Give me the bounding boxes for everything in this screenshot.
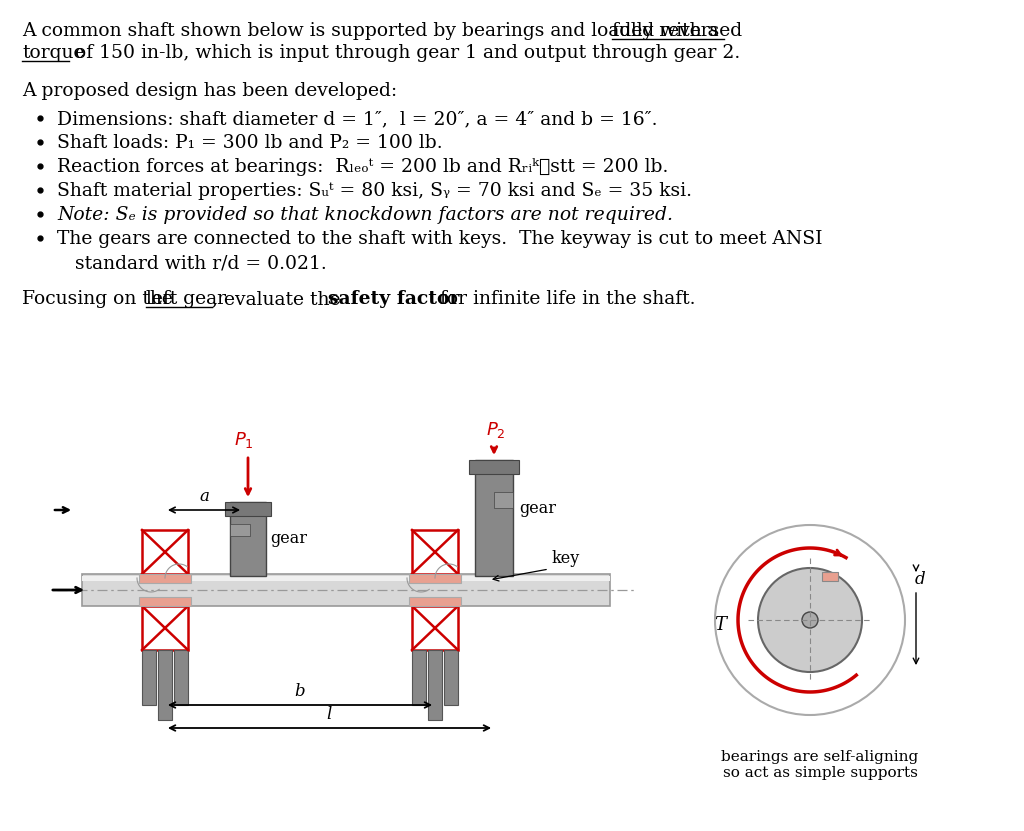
Bar <box>230 502 266 576</box>
Text: gear: gear <box>519 500 556 517</box>
Bar <box>494 492 513 508</box>
Bar <box>82 576 610 581</box>
Text: Reaction forces at bearings:  Rₗₑₒᵗ = 200 lb and Rᵣᵢᵏ˾stt = 200 lb.: Reaction forces at bearings: Rₗₑₒᵗ = 200… <box>57 158 669 176</box>
Text: key: key <box>552 550 581 567</box>
Bar <box>475 460 513 576</box>
Text: Note: Sₑ is provided so that knockdown factors are not required.: Note: Sₑ is provided so that knockdown f… <box>57 206 673 224</box>
Bar <box>142 606 188 650</box>
Circle shape <box>758 568 862 672</box>
Bar <box>412 650 426 705</box>
Text: d: d <box>914 572 926 588</box>
Bar <box>822 572 838 581</box>
Bar <box>444 650 458 705</box>
Bar <box>428 650 442 720</box>
Bar <box>409 597 461 606</box>
Text: A common shaft shown below is supported by bearings and loaded with a: A common shaft shown below is supported … <box>22 22 725 40</box>
Bar <box>82 574 610 606</box>
Bar <box>139 597 191 606</box>
Text: , evaluate the: , evaluate the <box>212 290 346 308</box>
Text: safety factor: safety factor <box>328 290 460 308</box>
Text: of 150 in-lb, which is input through gear 1 and output through gear 2.: of 150 in-lb, which is input through gea… <box>69 44 740 62</box>
Text: fully reversed: fully reversed <box>612 22 742 40</box>
Text: standard with r/d = 0.021.: standard with r/d = 0.021. <box>75 254 327 272</box>
Text: The gears are connected to the shaft with keys.  The keyway is cut to meet ANSI: The gears are connected to the shaft wit… <box>57 230 822 248</box>
Text: b: b <box>295 683 305 700</box>
Text: a: a <box>199 488 209 505</box>
Text: Dimensions: shaft diameter d = 1″,  l = 20″, a = 4″ and b = 16″.: Dimensions: shaft diameter d = 1″, l = 2… <box>57 110 657 128</box>
Text: T: T <box>714 616 726 634</box>
Text: $P_2$: $P_2$ <box>486 420 506 440</box>
Text: gear: gear <box>270 530 307 547</box>
Text: Shaft material properties: Sᵤᵗ = 80 ksi, Sᵧ = 70 ksi and Sₑ = 35 ksi.: Shaft material properties: Sᵤᵗ = 80 ksi,… <box>57 182 692 200</box>
Bar <box>139 574 191 583</box>
Bar <box>409 574 461 583</box>
Bar <box>174 650 188 705</box>
Text: Focusing on the: Focusing on the <box>22 290 179 308</box>
Text: $P_1$: $P_1$ <box>234 430 254 450</box>
Bar <box>158 650 172 720</box>
Text: l: l <box>327 706 332 723</box>
Text: left gear: left gear <box>146 290 226 308</box>
Bar <box>230 524 250 536</box>
Circle shape <box>802 612 818 628</box>
Bar <box>412 530 458 574</box>
Text: A proposed design has been developed:: A proposed design has been developed: <box>22 82 397 100</box>
Text: Shaft loads: P₁ = 300 lb and P₂ = 100 lb.: Shaft loads: P₁ = 300 lb and P₂ = 100 lb… <box>57 134 442 152</box>
Text: torque: torque <box>22 44 85 62</box>
Bar <box>469 460 519 474</box>
Text: bearings are self-aligning
so act as simple supports: bearings are self-aligning so act as sim… <box>721 750 919 780</box>
Text: for infinite life in the shaft.: for infinite life in the shaft. <box>434 290 695 308</box>
Bar <box>412 606 458 650</box>
Bar <box>225 502 271 516</box>
Bar <box>142 650 156 705</box>
Bar <box>142 530 188 574</box>
